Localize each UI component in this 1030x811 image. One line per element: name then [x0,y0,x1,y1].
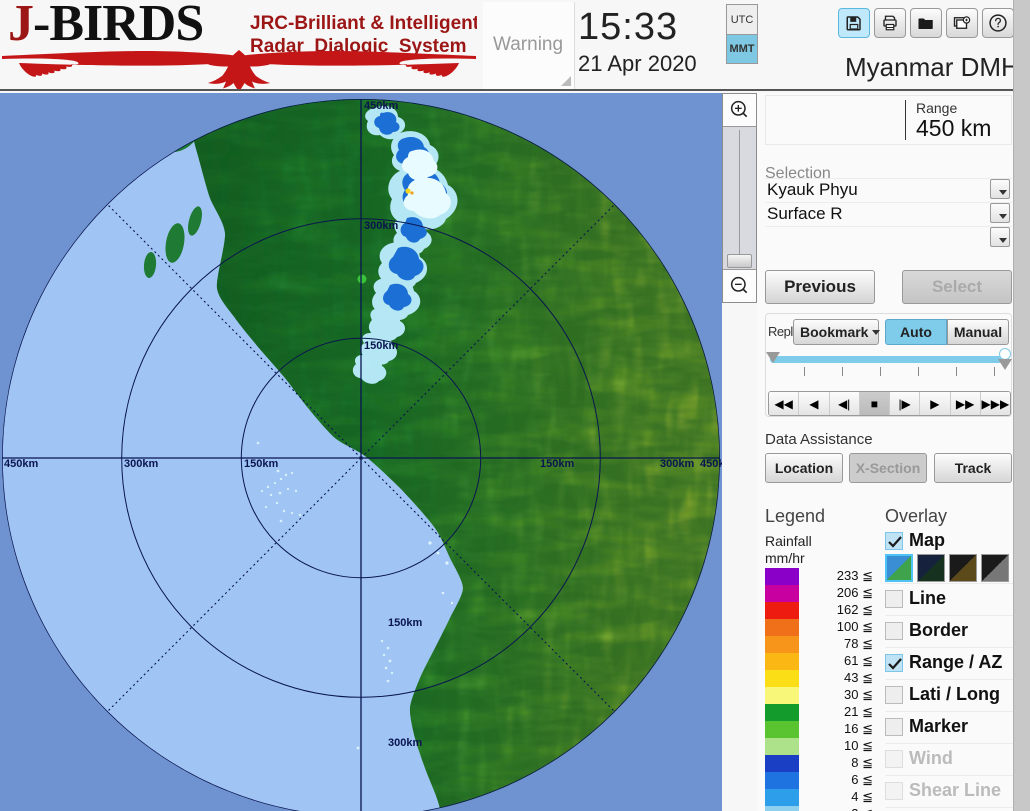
svg-text:300km: 300km [124,458,158,470]
svg-text:300km: 300km [388,737,422,749]
svg-text:450km: 450km [4,458,38,470]
svg-text:450km: 450km [700,458,722,470]
svg-text:450km: 450km [364,100,398,112]
svg-text:300km: 300km [660,458,694,470]
svg-text:150km: 150km [244,458,278,470]
svg-text:150km: 150km [364,340,398,352]
svg-text:150km: 150km [388,617,422,629]
svg-text:300km: 300km [364,220,398,232]
svg-text:150km: 150km [540,458,574,470]
